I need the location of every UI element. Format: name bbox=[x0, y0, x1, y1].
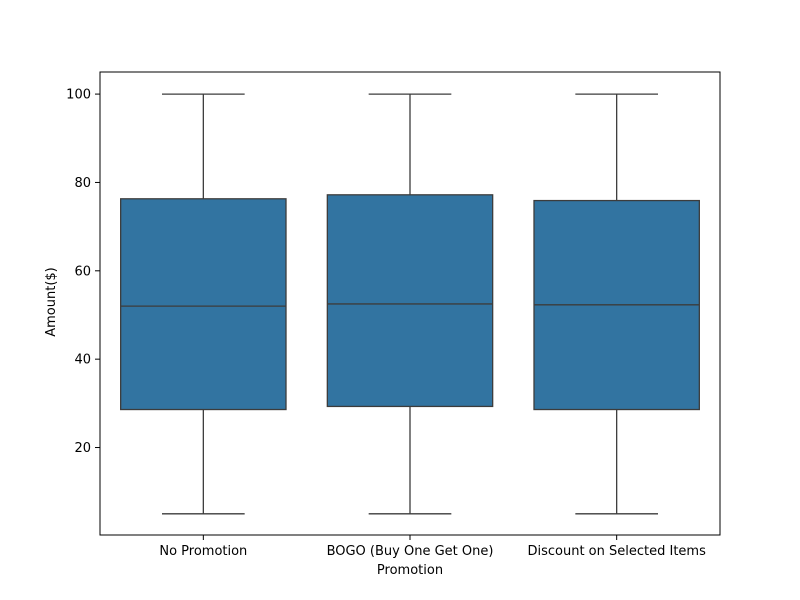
y-axis: 20 40 60 80 100 bbox=[66, 88, 100, 456]
box-group bbox=[326, 93, 494, 515]
x-tick-label: No Promotion bbox=[159, 544, 247, 559]
x-tick-label: BOGO (Buy One Get One) bbox=[327, 544, 494, 559]
plot-area bbox=[120, 93, 700, 515]
y-tick-label: 20 bbox=[74, 441, 91, 456]
box-group bbox=[533, 93, 700, 515]
x-axis-label: Promotion bbox=[377, 563, 443, 578]
box-iqr bbox=[326, 194, 494, 408]
y-tick-label: 100 bbox=[66, 88, 91, 103]
y-tick-label: 80 bbox=[74, 176, 91, 191]
x-tick-label: Discount on Selected Items bbox=[527, 544, 706, 559]
y-tick-label: 40 bbox=[74, 353, 91, 368]
box-group bbox=[120, 93, 287, 515]
box-iqr bbox=[120, 198, 287, 411]
y-tick-label: 60 bbox=[74, 264, 91, 279]
x-axis: No Promotion BOGO (Buy One Get One) Discou… bbox=[159, 535, 706, 559]
plot-frame bbox=[99, 71, 721, 536]
y-axis-label: Amount($) bbox=[44, 267, 59, 337]
